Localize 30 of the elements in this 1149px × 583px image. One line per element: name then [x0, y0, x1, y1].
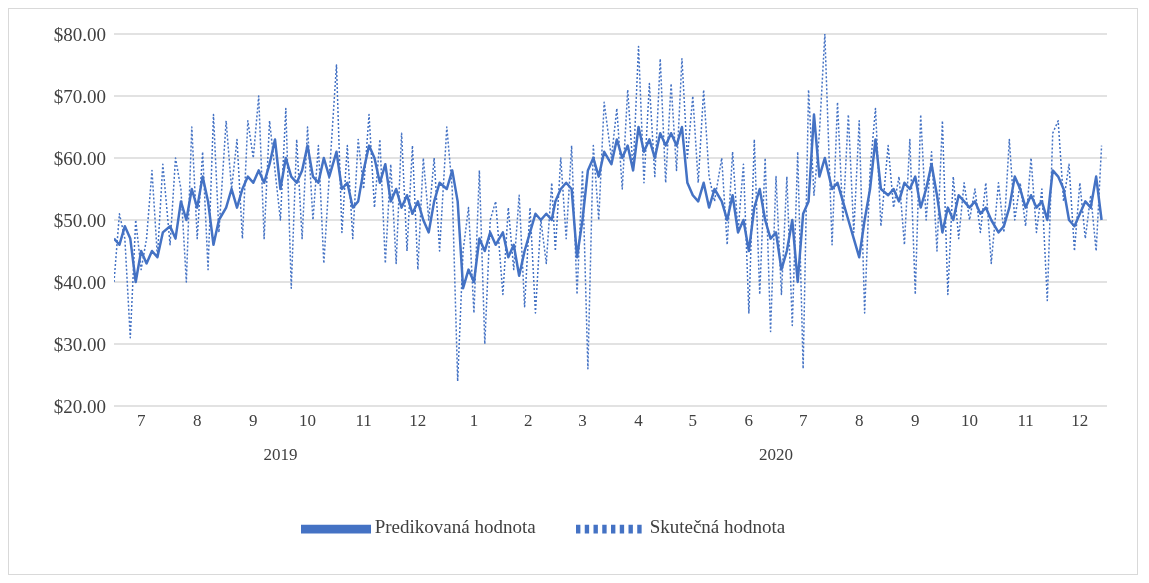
x-tick-label: 3	[578, 411, 587, 431]
y-tick-label: $40.00	[53, 271, 106, 293]
y-tick-label: $60.00	[53, 147, 106, 169]
x-tick-label: 6	[744, 411, 754, 431]
x-tick-label: 11	[355, 411, 372, 431]
x-tick-label: 7	[798, 411, 808, 431]
x-tick-label: 10	[299, 411, 317, 431]
x-tick-label: 8	[192, 411, 202, 431]
x-tick-label: 8	[854, 411, 864, 431]
x-tick-label: 5	[688, 411, 698, 431]
y-tick-label: $30.00	[53, 333, 106, 355]
x-tick-label: 12	[1071, 411, 1089, 431]
y-tick-label: $70.00	[53, 85, 106, 107]
y-tick-label: $20.00	[53, 395, 106, 417]
x-tick-label: 9	[249, 411, 258, 431]
x-tick-label: 2	[523, 411, 533, 431]
x-tick-label: 10	[961, 411, 979, 431]
line-series	[114, 34, 1103, 382]
y-tick-label: $50.00	[53, 209, 106, 231]
x-tick-label: 11	[1017, 411, 1034, 431]
x-tick-label: 7	[136, 411, 146, 431]
x2-tick-label: 2020	[759, 445, 793, 465]
y-tick-label: $80.00	[53, 23, 106, 45]
x2-tick-label: 2019	[263, 445, 298, 465]
x-tick-label: 1	[469, 411, 479, 431]
legend-label: Predikovaná hodnota	[374, 516, 536, 538]
x-tick-label: 9	[911, 411, 920, 431]
x-tick-label: 12	[409, 411, 427, 431]
x-tick-label: 4	[634, 411, 644, 431]
legend-label: Skutečná hodnota	[649, 516, 786, 538]
